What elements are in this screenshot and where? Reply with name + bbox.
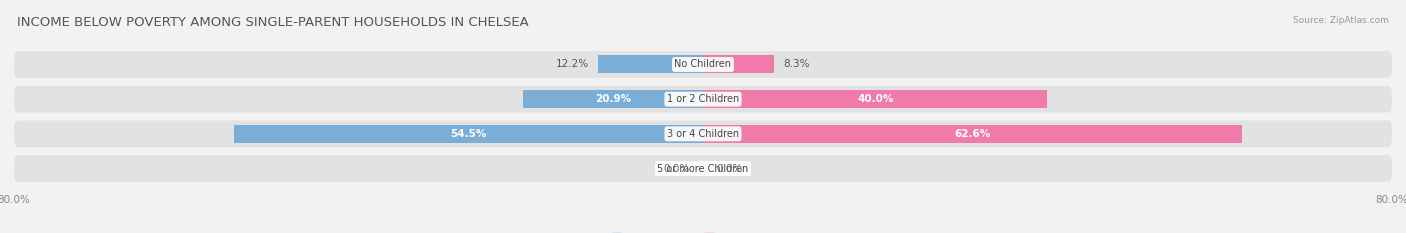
Text: 12.2%: 12.2%	[557, 59, 589, 69]
Text: 3 or 4 Children: 3 or 4 Children	[666, 129, 740, 139]
Bar	[233, 125, 703, 143]
Text: 54.5%: 54.5%	[450, 129, 486, 139]
Text: No Children: No Children	[675, 59, 731, 69]
Text: 5 or more Children: 5 or more Children	[658, 164, 748, 174]
FancyBboxPatch shape	[14, 120, 1392, 147]
Bar	[703, 55, 775, 73]
Text: 8.3%: 8.3%	[783, 59, 810, 69]
Text: 20.9%: 20.9%	[595, 94, 631, 104]
Bar	[598, 55, 703, 73]
Bar	[703, 125, 1241, 143]
FancyBboxPatch shape	[14, 51, 1392, 78]
Text: 0.0%: 0.0%	[664, 164, 690, 174]
FancyBboxPatch shape	[14, 86, 1392, 113]
Text: Source: ZipAtlas.com: Source: ZipAtlas.com	[1294, 16, 1389, 25]
Text: 40.0%: 40.0%	[858, 94, 893, 104]
Text: 1 or 2 Children: 1 or 2 Children	[666, 94, 740, 104]
Text: 0.0%: 0.0%	[716, 164, 742, 174]
Bar	[523, 90, 703, 108]
FancyBboxPatch shape	[14, 155, 1392, 182]
Text: INCOME BELOW POVERTY AMONG SINGLE-PARENT HOUSEHOLDS IN CHELSEA: INCOME BELOW POVERTY AMONG SINGLE-PARENT…	[17, 16, 529, 29]
Text: 62.6%: 62.6%	[955, 129, 991, 139]
Bar	[703, 90, 1047, 108]
